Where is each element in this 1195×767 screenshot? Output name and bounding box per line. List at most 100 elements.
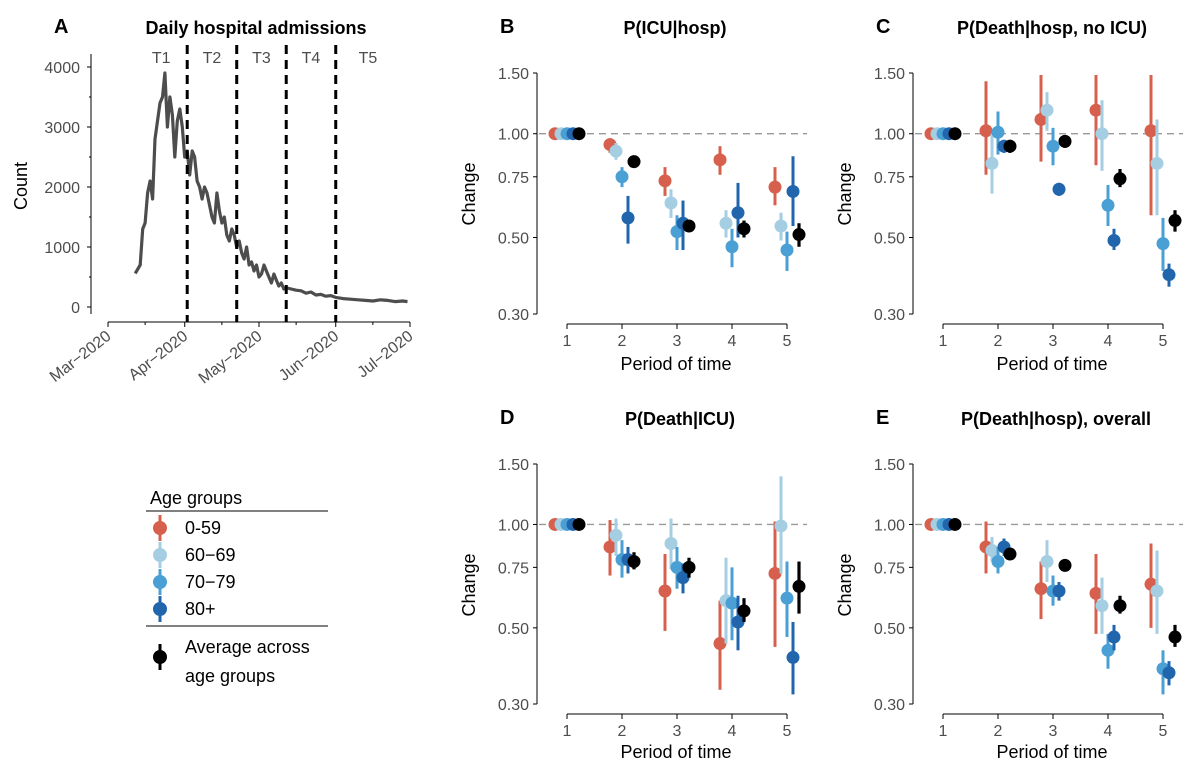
- panel-c-point-60-69: [985, 156, 999, 170]
- panel-c-point-0-59: [1089, 103, 1103, 117]
- panel-e-x-tick-label: 4: [1104, 723, 1113, 740]
- panel-d-y-label: Change: [459, 553, 479, 616]
- legend: Age groups 0-59 60−69 70−79 80+ Average acr…: [146, 488, 328, 686]
- panel-a: A Daily hospital admissions Count 0 1000 2…: [11, 16, 417, 387]
- panel-c-point-avg: [1003, 139, 1017, 153]
- panel-d-point-0-59: [713, 637, 727, 651]
- panel-d-point-0-59: [603, 540, 617, 554]
- panel-c-y-tick-label: 1.00: [874, 127, 905, 144]
- panel-a-x-tick-label: May−2020: [196, 328, 266, 388]
- panel-e-point-avg: [1003, 547, 1017, 561]
- panel-b-point-70-79: [615, 170, 629, 184]
- legend-average-line1: Average across: [185, 637, 310, 657]
- panel-e-x-tick-label: 1: [939, 723, 948, 740]
- panel-b-point-80+: [786, 184, 800, 198]
- panel-b-point-80+: [731, 206, 745, 220]
- panel-e-point-0-59: [1089, 586, 1103, 600]
- panel-c-y-tick-label: 0.30: [874, 307, 905, 324]
- panel-e-plot: 0.30 0.50 0.75 1.00 1.50 1 2 3 4 5: [874, 457, 1183, 740]
- panel-d-point-avg: [627, 555, 641, 569]
- panel-e-point-avg: [1168, 630, 1182, 644]
- panel-c-point-60-69: [1040, 103, 1054, 117]
- legend-label-60-69: 60−69: [185, 545, 236, 565]
- panel-c-y-tick-label: 0.50: [874, 231, 905, 248]
- panel-d-title: P(Death|ICU): [625, 409, 735, 429]
- panel-c-point-avg: [1058, 134, 1072, 148]
- panel-c-title: P(Death|hosp, no ICU): [957, 18, 1147, 38]
- panel-d-x-tick-label: 3: [673, 723, 682, 740]
- panel-a-label: A: [54, 16, 68, 38]
- panel-b-y-tick-label: 1.00: [498, 127, 529, 144]
- panel-d-point-avg: [572, 517, 586, 531]
- panel-b-point-0-59: [713, 153, 727, 167]
- panel-e-point-80+: [1107, 630, 1121, 644]
- panel-c-point-70-79: [1101, 198, 1115, 212]
- panel-e-label: E: [876, 407, 889, 429]
- panel-c-point-0-59: [1144, 124, 1158, 138]
- panel-a-y-tick-label: 4000: [44, 60, 80, 77]
- legend-key-average-dot: [153, 650, 167, 664]
- panel-d-y-tick-label: 1.50: [498, 457, 529, 474]
- panel-d-x-tick-label: 4: [728, 723, 737, 740]
- panel-e-point-80+: [1052, 584, 1066, 598]
- panel-b-point-avg: [737, 222, 751, 236]
- panel-e-point-0-59: [1034, 582, 1048, 596]
- panel-b-point-avg: [792, 228, 806, 242]
- panel-a-y-tick-label: 3000: [44, 120, 80, 137]
- panel-a-y-tick-label: 1000: [44, 240, 80, 257]
- panel-d-y-tick-label: 0.30: [498, 697, 529, 714]
- panel-b-x-tick-label: 3: [673, 333, 682, 350]
- panel-d-point-avg: [682, 560, 696, 574]
- panel-e-point-avg: [948, 517, 962, 531]
- panel-c-x-tick-label: 4: [1104, 333, 1113, 350]
- panel-a-x-tick-label: Apr−2020: [126, 328, 192, 384]
- panel-c-point-80+: [1107, 234, 1121, 248]
- panel-d-y-tick-label: 0.50: [498, 621, 529, 638]
- panel-d-x-tick-label: 5: [783, 723, 792, 740]
- panel-a-period-label: T4: [302, 50, 321, 67]
- panel-e-point-60-69: [1040, 555, 1054, 569]
- panel-c-point-70-79: [1156, 237, 1170, 251]
- panel-a-x-tick-label: Jul−2020: [354, 328, 416, 382]
- panel-c-point-avg: [1113, 172, 1127, 186]
- panel-b-point-70-79: [725, 240, 739, 254]
- panel-e-y-label: Change: [835, 553, 855, 616]
- panel-b-x-label: Period of time: [620, 354, 731, 374]
- panel-b-y-tick-label: 0.75: [498, 170, 529, 187]
- panel-d-point-avg: [737, 604, 751, 618]
- panel-c-point-avg: [948, 127, 962, 141]
- panel-c-y-tick-label: 1.50: [874, 66, 905, 83]
- panel-b: B P(ICU|hosp) Change Period of time 0.30…: [459, 16, 807, 374]
- panel-c-y-tick-label: 0.75: [874, 170, 905, 187]
- legend-items: 0-59 60−69 70−79 80+: [153, 515, 236, 622]
- legend-label-80+: 80+: [185, 599, 216, 619]
- panel-c-x-tick-label: 2: [994, 333, 1003, 350]
- panel-d-point-60-69: [609, 528, 623, 542]
- panel-e-x-tick-label: 2: [994, 723, 1003, 740]
- panel-c-x-tick-label: 3: [1049, 333, 1058, 350]
- panel-c-x-tick-label: 5: [1159, 333, 1168, 350]
- legend-key-70-79-dot: [153, 575, 167, 589]
- panel-e-point-avg: [1058, 558, 1072, 572]
- panel-a-y-tick-label: 2000: [44, 180, 80, 197]
- panel-e-title: P(Death|hosp), overall: [961, 409, 1151, 429]
- panel-b-y-tick-label: 0.50: [498, 231, 529, 248]
- panel-b-point-60-69: [719, 216, 733, 230]
- panel-a-period-label: T5: [359, 50, 378, 67]
- panel-d-point-avg: [792, 579, 806, 593]
- panel-a-y-label: Count: [11, 162, 31, 210]
- panel-d-point-60-69: [664, 537, 678, 551]
- panel-b-x-tick-label: 4: [728, 333, 737, 350]
- panel-b-point-0-59: [768, 180, 782, 194]
- panel-e-point-70-79: [1101, 643, 1115, 657]
- panel-d-point-80+: [786, 650, 800, 664]
- panel-b-point-60-69: [774, 219, 788, 233]
- panel-a-period-label: T1: [152, 50, 171, 67]
- panel-d-x-tick-label: 1: [563, 723, 572, 740]
- panel-e-point-60-69: [1095, 599, 1109, 613]
- panel-a-period-label: T2: [203, 50, 222, 67]
- panel-e-y-tick-label: 1.50: [874, 457, 905, 474]
- panel-c-point-0-59: [979, 124, 993, 138]
- panel-a-x-tick-label: Mar−2020: [47, 328, 115, 386]
- panel-e: E P(Death|hosp), overall Change Period o…: [835, 407, 1183, 762]
